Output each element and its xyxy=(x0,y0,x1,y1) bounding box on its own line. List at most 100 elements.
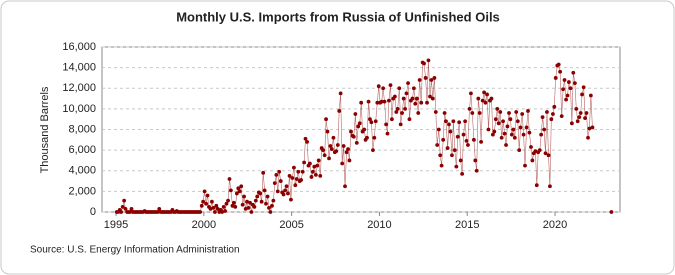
data-point xyxy=(495,106,500,111)
data-point xyxy=(265,194,270,199)
data-point xyxy=(226,198,230,203)
data-point xyxy=(214,203,219,208)
data-point xyxy=(309,175,314,179)
data-point xyxy=(428,94,432,99)
data-point xyxy=(328,144,333,148)
data-point xyxy=(559,114,564,118)
data-point xyxy=(397,86,402,91)
data-point xyxy=(512,135,517,140)
data-point xyxy=(569,121,574,126)
y-axis-label: Thousand Barrels xyxy=(39,86,51,173)
data-point xyxy=(524,125,529,130)
data-point xyxy=(492,129,497,134)
data-point xyxy=(504,143,508,147)
data-point xyxy=(315,163,320,168)
data-point xyxy=(213,210,217,214)
data-point xyxy=(289,197,293,202)
x-tick-label: 2000 xyxy=(192,219,216,231)
data-point xyxy=(477,111,482,115)
data-point xyxy=(258,191,263,196)
data-point xyxy=(198,210,203,214)
data-point xyxy=(227,177,232,181)
data-point xyxy=(394,110,399,114)
data-point xyxy=(157,207,162,211)
data-point xyxy=(205,193,210,198)
data-point xyxy=(401,96,406,101)
data-point xyxy=(561,87,566,92)
data-point xyxy=(327,156,331,161)
data-point xyxy=(299,178,304,182)
data-point xyxy=(458,158,463,163)
data-point xyxy=(236,186,241,191)
data-point xyxy=(463,119,468,124)
data-point xyxy=(270,203,274,208)
data-point xyxy=(302,160,307,165)
data-point xyxy=(546,153,551,158)
data-point xyxy=(505,124,510,129)
data-point xyxy=(548,184,552,189)
data-point xyxy=(447,122,451,127)
data-point xyxy=(499,135,504,140)
data-point xyxy=(398,122,403,127)
data-point xyxy=(482,90,486,95)
data-point xyxy=(448,129,453,134)
data-point xyxy=(416,111,421,115)
data-point xyxy=(278,179,283,183)
data-point xyxy=(485,92,489,97)
y-tick-label: 10,000 xyxy=(62,103,96,115)
source-note: Source: U.S. Energy Information Administ… xyxy=(30,245,240,256)
data-point xyxy=(568,86,573,91)
x-tick-label: 1995 xyxy=(104,219,128,231)
data-point xyxy=(155,210,160,214)
data-point xyxy=(466,143,470,147)
data-point xyxy=(577,115,582,120)
data-point xyxy=(368,117,372,122)
data-point xyxy=(356,124,361,129)
data-point xyxy=(128,210,132,214)
data-point xyxy=(526,109,530,113)
x-tick-label: 2005 xyxy=(279,219,303,231)
data-point xyxy=(467,106,472,111)
data-point xyxy=(508,117,513,122)
y-tick-label: 14,000 xyxy=(62,62,96,74)
data-point xyxy=(224,201,229,206)
data-point xyxy=(344,150,349,155)
data-point xyxy=(509,132,514,137)
data-point xyxy=(293,183,298,188)
data-point xyxy=(490,132,495,137)
data-point xyxy=(454,164,459,169)
data-point xyxy=(353,112,358,116)
data-point xyxy=(202,189,207,194)
data-point xyxy=(457,120,462,125)
data-point xyxy=(474,168,479,173)
data-point xyxy=(507,111,511,115)
data-point xyxy=(489,96,494,101)
data-point xyxy=(387,98,391,103)
data-point xyxy=(414,96,419,101)
data-point xyxy=(346,147,350,151)
data-point xyxy=(429,78,434,82)
data-point xyxy=(239,184,244,189)
data-point xyxy=(221,204,226,209)
data-point xyxy=(120,204,125,209)
data-point xyxy=(220,210,225,214)
data-point xyxy=(335,143,340,147)
data-point xyxy=(527,130,532,135)
data-point xyxy=(552,104,557,109)
data-point xyxy=(551,112,555,116)
data-point xyxy=(296,169,301,174)
data-point xyxy=(248,200,252,205)
data-point xyxy=(545,110,549,114)
data-point xyxy=(425,100,429,105)
data-point xyxy=(237,189,242,194)
data-point xyxy=(436,127,441,132)
data-point xyxy=(413,101,418,106)
data-point xyxy=(290,176,295,180)
data-point xyxy=(452,148,457,153)
y-tick-label: 6,000 xyxy=(68,144,96,156)
data-point xyxy=(441,137,446,142)
data-point xyxy=(417,78,422,82)
data-point xyxy=(518,125,523,130)
data-point xyxy=(583,116,587,121)
